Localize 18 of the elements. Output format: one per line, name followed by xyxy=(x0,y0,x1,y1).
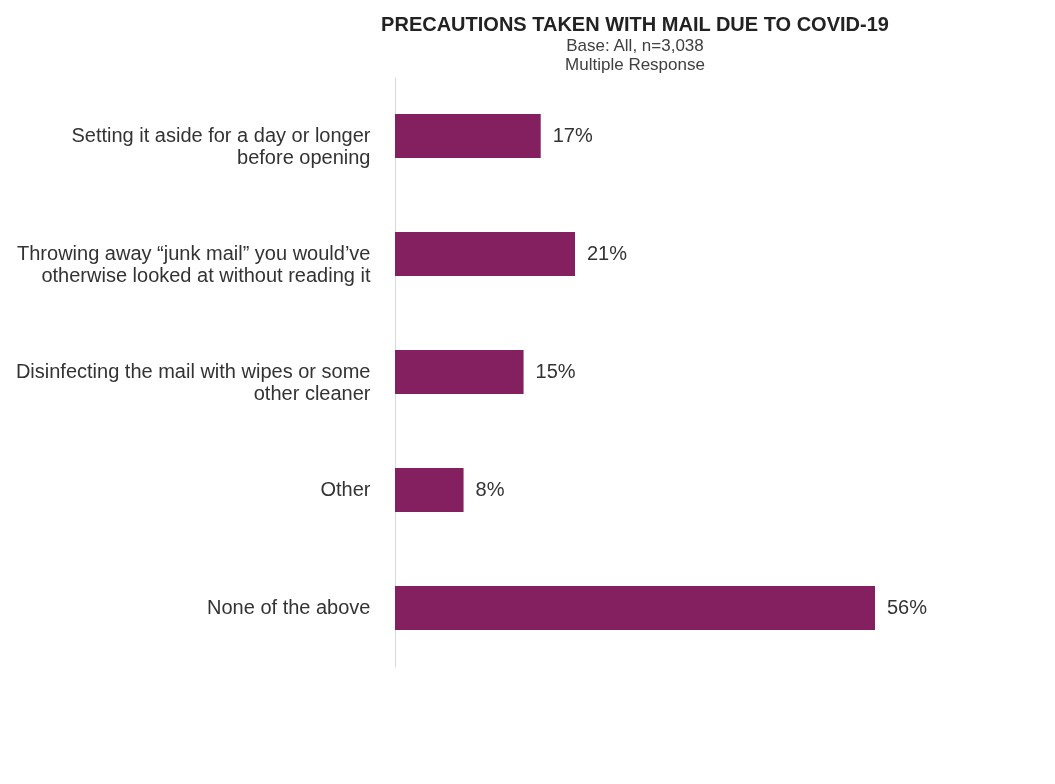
bar xyxy=(395,350,524,394)
y-tick-label: Other xyxy=(320,478,371,500)
bar xyxy=(395,114,541,158)
chart-title: PRECAUTIONS TAKEN WITH MAIL DUE TO COVID-19 xyxy=(381,13,889,35)
y-tick-label: Throwing away “junk mail” you would’ve otherwise looked at without reading it xyxy=(17,242,371,286)
data-label: 15% xyxy=(535,360,576,382)
data-label: 8% xyxy=(475,478,505,500)
data-label: 56% xyxy=(887,596,928,618)
y-tick-label: None of the above xyxy=(207,596,371,618)
bar xyxy=(395,586,875,630)
y-tick-label: Setting it aside for a day or longer before opening xyxy=(71,124,371,168)
text: Multiple Response xyxy=(565,55,705,74)
text: Base: All, n=3,038 xyxy=(566,36,704,55)
bar xyxy=(395,232,575,276)
y-tick-label: Disinfecting the mail with wipes or some other cleaner xyxy=(15,360,371,404)
data-label: 21% xyxy=(587,242,628,264)
data-label: 17% xyxy=(552,124,593,146)
bar xyxy=(395,468,464,512)
